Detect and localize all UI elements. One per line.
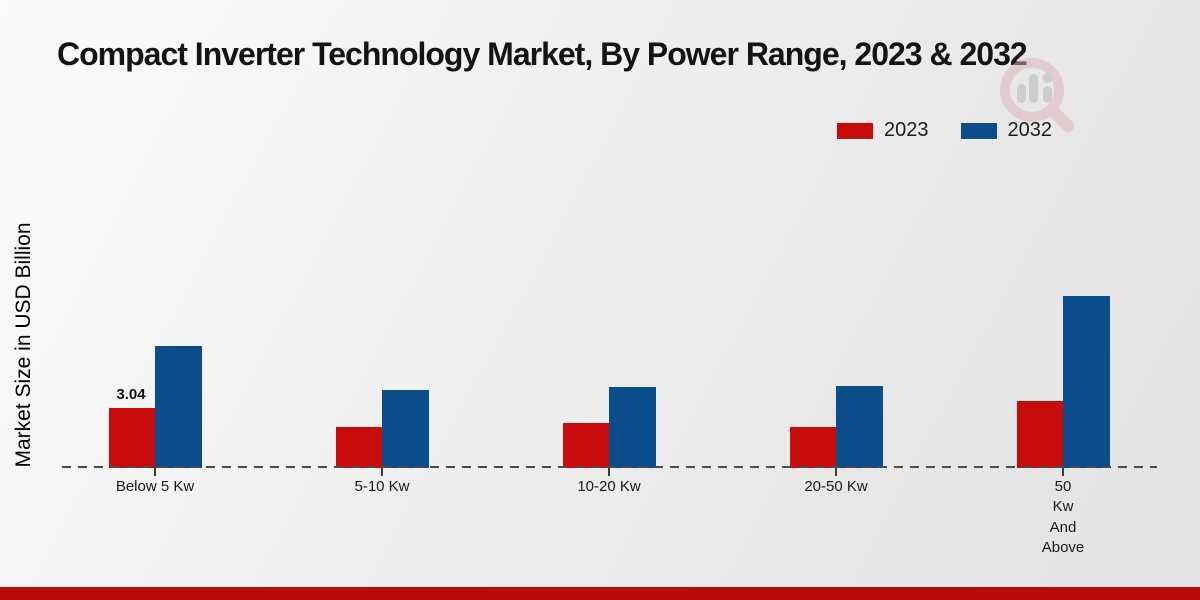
x-axis-tick-5-10-kw [381,468,383,476]
bar-2023-20-50-kw [790,427,836,468]
legend-swatch-2032 [960,122,997,139]
bar-2023-below-5-kw [109,408,155,468]
bar-2023-10-20-kw [563,423,609,468]
x-axis-label-below-5-kw: Below 5 Kw [115,478,195,495]
legend-label-2023: 2023 [884,119,929,141]
chart-title: Compact Inverter Technology Market, By P… [57,36,1028,72]
x-axis-label-10-20-kw: 10-20 Kw [577,478,641,495]
legend-item-2032: 2032 [960,119,1053,142]
x-axis-label-20-50-kw: 20-50 Kw [804,478,868,495]
magnifier-logo-watermark [1000,58,1074,132]
bar-2032-50-kw-and-above [1063,296,1110,468]
x-axis-tick-below-5-kw [154,468,156,476]
x-axis-label-5-10-kw: 5-10 Kw [354,478,410,495]
legend-swatch-2023 [837,122,873,139]
footer-red-band [0,587,1200,600]
x-axis-baseline [62,466,1157,468]
y-axis-label: Market Size in USD Billion [12,222,35,468]
x-axis-label-50-kw-and-above: 50 Kw And Above [1041,478,1085,556]
bar-2032-5-10-kw [382,390,429,468]
x-axis-tick-10-20-kw [608,468,610,476]
bar-2023-50-kw-and-above [1017,401,1063,468]
x-axis-tick-50-kw-and-above [1062,468,1064,476]
bar-2023-5-10-kw [336,427,382,468]
legend-label-2032: 2032 [1007,119,1053,141]
legend-item-2023: 2023 [837,119,929,142]
bar-2032-10-20-kw [609,387,656,468]
bar-value-label-2023-below-5-kw: 3.04 [116,386,146,403]
bar-2032-below-5-kw [155,346,202,468]
legend: 2023 2032 [837,119,1052,142]
x-axis-tick-20-50-kw [835,468,837,476]
bar-2032-20-50-kw [836,386,883,468]
